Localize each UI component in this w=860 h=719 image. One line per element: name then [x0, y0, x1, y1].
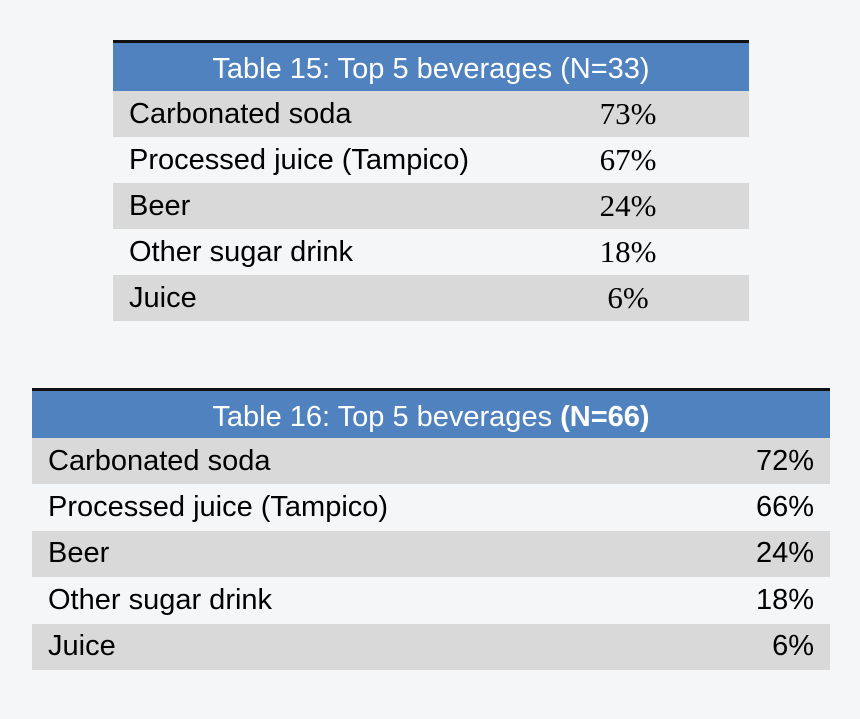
- row-label: Carbonated soda: [129, 97, 352, 130]
- row-value: 24%: [755, 537, 814, 570]
- table-16-title: Table 16: Top 5 beverages (N=66): [32, 388, 830, 438]
- table-row: Juice 6%: [113, 275, 749, 321]
- row-value: 24%: [599, 188, 657, 223]
- row-value: 6%: [772, 630, 814, 663]
- row-value: 67%: [599, 142, 657, 177]
- table-row: Beer 24%: [32, 530, 830, 578]
- row-value: 18%: [599, 234, 657, 269]
- row-label: Beer: [48, 537, 110, 570]
- row-label: Beer: [129, 189, 191, 222]
- row-value: 73%: [599, 96, 657, 131]
- row-value: 66%: [755, 491, 814, 524]
- row-label: Juice: [129, 281, 197, 314]
- row-label: Carbonated soda: [48, 444, 271, 477]
- table-16: Table 16: Top 5 beverages (N=66) Carbona…: [32, 388, 830, 670]
- row-label: Processed juice (Tampico): [48, 491, 389, 524]
- table-row: Other sugar drink 18%: [32, 577, 830, 623]
- table-row: Other sugar drink 18%: [113, 229, 749, 275]
- row-value: 6%: [607, 280, 649, 315]
- table-row: Carbonated soda 73%: [113, 91, 749, 137]
- row-value: 72%: [755, 444, 814, 477]
- row-label: Juice: [48, 630, 116, 663]
- row-label: Other sugar drink: [48, 583, 273, 616]
- table-row: Processed juice (Tampico) 67%: [113, 137, 749, 183]
- row-label: Other sugar drink: [129, 235, 354, 268]
- table-row: Juice 6%: [32, 623, 830, 670]
- table-16-title-n: (N=66): [560, 401, 650, 433]
- table-16-title-text: Table 16: Top 5 beverages: [212, 401, 561, 433]
- row-label: Processed juice (Tampico): [129, 143, 470, 176]
- row-value: 18%: [755, 583, 814, 616]
- table-15-title: Table 15: Top 5 beverages (N=33): [113, 40, 749, 91]
- table-row: Processed juice (Tampico) 66%: [32, 484, 830, 530]
- table-row: Beer 24%: [113, 183, 749, 229]
- table-row: Carbonated soda 72%: [32, 438, 830, 485]
- table-15: Table 15: Top 5 beverages (N=33) Carbona…: [113, 40, 749, 321]
